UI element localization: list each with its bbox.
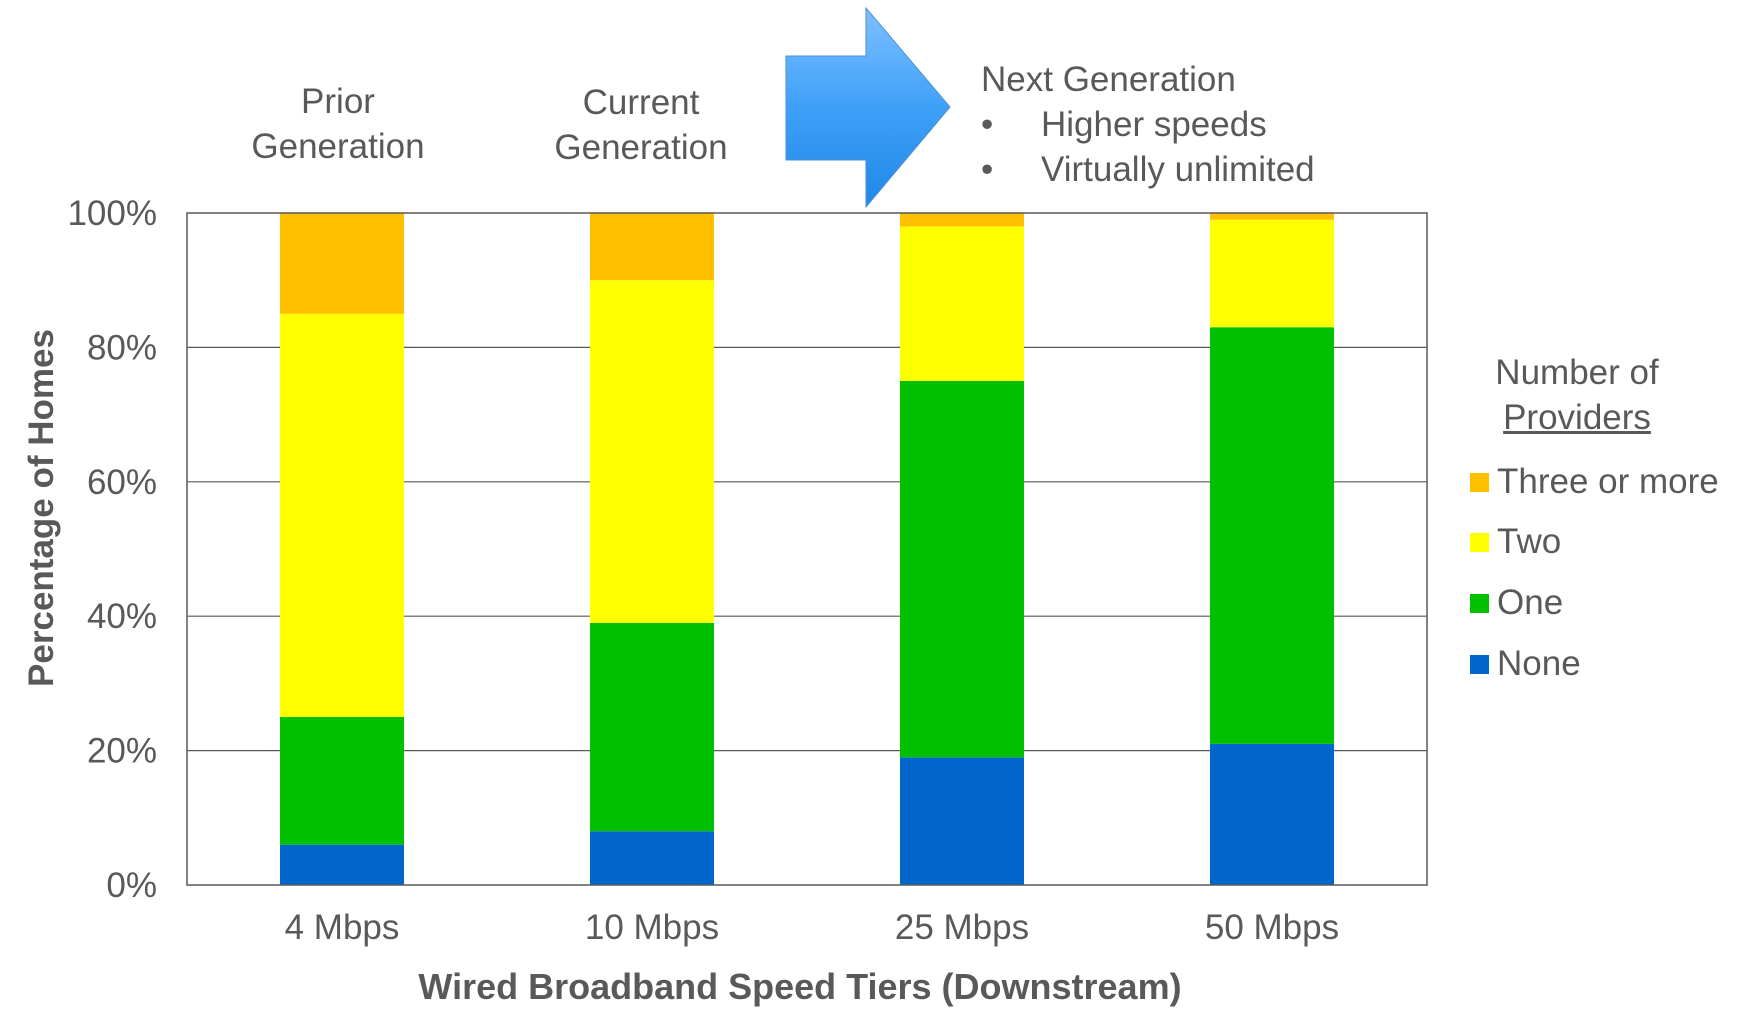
y-tick-labels: 0% 20% 40% 60% 80% 100% xyxy=(67,194,157,905)
current-generation-annotation: Current Generation xyxy=(536,80,746,170)
legend-item-one: One xyxy=(1470,583,1563,623)
bars xyxy=(280,213,1334,885)
x-tick-label: 50 Mbps xyxy=(1205,908,1339,947)
bar-segment-two-25-mbps xyxy=(900,226,1024,381)
y-tick-label: 0% xyxy=(106,866,157,905)
bar-segment-none-10-mbps xyxy=(590,831,714,885)
next-bullet-1: • Higher speeds xyxy=(981,102,1315,147)
bar-segment-three-or-more-25-mbps xyxy=(900,213,1024,227)
bar-segment-one-25-mbps xyxy=(900,381,1024,758)
prior-generation-annotation: Prior Generation xyxy=(233,79,443,169)
legend-label-none: None xyxy=(1497,644,1581,683)
x-tick-labels: 4 Mbps 10 Mbps 25 Mbps 50 Mbps xyxy=(285,908,1340,947)
current-line1: Current xyxy=(582,83,700,122)
bar-segment-three-or-more-50-mbps xyxy=(1210,213,1334,220)
bar-segment-three-or-more-10-mbps xyxy=(590,213,714,281)
x-tick-label: 4 Mbps xyxy=(285,908,400,947)
bar-segment-one-50-mbps xyxy=(1210,327,1334,744)
prior-line1: Prior xyxy=(301,82,375,121)
legend-item-three-or-more: Three or more xyxy=(1470,462,1719,502)
y-tick-label: 60% xyxy=(87,463,157,502)
bar-segment-one-10-mbps xyxy=(590,622,714,832)
next-bullet-2: • Virtually unlimited xyxy=(981,147,1315,192)
legend-title-line1: Number of xyxy=(1495,353,1659,392)
next-bullet-text-1: Higher speeds xyxy=(1041,105,1267,144)
bar-segment-one-4-mbps xyxy=(280,717,404,845)
y-tick-label: 100% xyxy=(67,194,157,233)
legend-label-one: One xyxy=(1497,583,1564,622)
bullet-dot: • xyxy=(981,150,994,189)
legend-label-three-or-more: Three or more xyxy=(1497,462,1719,501)
next-bullet-text-2: Virtually unlimited xyxy=(1041,150,1315,189)
y-axis-label: Percentage of Homes xyxy=(22,329,61,687)
plot-frame xyxy=(186,212,1428,886)
next-generation-title: Next Generation xyxy=(981,60,1236,99)
legend-title-line2: Providers xyxy=(1503,398,1651,437)
y-tick-label: 20% xyxy=(87,732,157,771)
right-arrow-icon xyxy=(785,6,951,209)
x-tick-label: 25 Mbps xyxy=(895,908,1029,947)
bar-segment-two-50-mbps xyxy=(1210,219,1334,328)
x-tick-label: 10 Mbps xyxy=(585,908,719,947)
x-axis-label: Wired Broadband Speed Tiers (Downstream) xyxy=(418,966,1182,1007)
legend-item-two: Two xyxy=(1470,522,1561,562)
bar-segment-three-or-more-4-mbps xyxy=(280,213,404,314)
legend-swatch-three-or-more xyxy=(1470,472,1489,492)
legend: Number of Providers Three or more Two On… xyxy=(1452,350,1742,683)
current-line2: Generation xyxy=(554,128,728,167)
legend-label-two: Two xyxy=(1497,522,1562,561)
bar-segment-two-4-mbps xyxy=(280,313,404,717)
legend-swatch-one xyxy=(1470,593,1489,613)
y-tick-label: 80% xyxy=(87,328,157,367)
bar-segment-none-50-mbps xyxy=(1210,743,1334,885)
bar-segment-none-25-mbps xyxy=(900,757,1024,885)
y-tick-label: 40% xyxy=(87,597,157,636)
next-generation-annotation: Next Generation • Higher speeds • Virtua… xyxy=(981,57,1315,192)
bar-segment-none-4-mbps xyxy=(280,844,404,885)
legend-swatch-two xyxy=(1470,532,1489,552)
bullet-dot: • xyxy=(981,105,994,144)
bar-segment-two-10-mbps xyxy=(590,280,714,623)
legend-item-none: None xyxy=(1470,644,1581,684)
legend-swatch-none xyxy=(1470,654,1489,674)
prior-line2: Generation xyxy=(251,127,425,166)
